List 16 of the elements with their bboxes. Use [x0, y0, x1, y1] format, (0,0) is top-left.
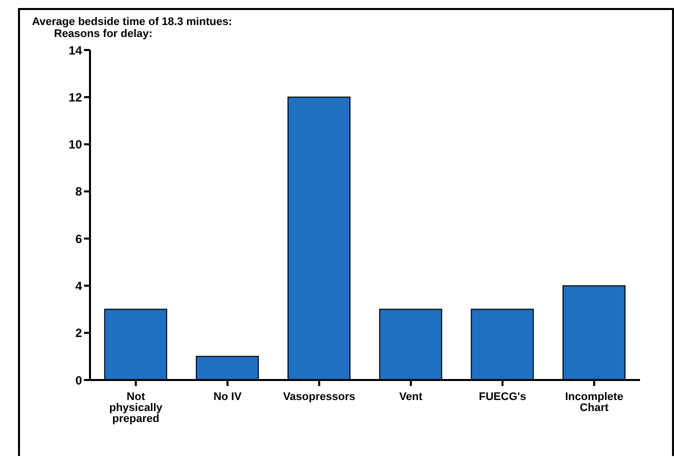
x-tick-label: Vent — [399, 390, 423, 403]
y-tick-label: 0 — [75, 373, 82, 388]
x-tick-label: No IV — [213, 390, 242, 403]
y-tick-label: 8 — [75, 184, 82, 199]
y-tick-label: 14 — [68, 43, 82, 58]
y-tick-label: 12 — [68, 90, 82, 104]
x-tick-label: Incomplete Chart — [565, 390, 624, 414]
y-tick-label: 4 — [75, 278, 82, 293]
chart-title: Average bedside time of 18.3 mintues: — [32, 16, 234, 28]
x-tick-label: Vasopressors — [283, 390, 356, 403]
y-tick-label: 2 — [75, 326, 82, 340]
x-tick-label: FUECG's — [478, 390, 526, 403]
x-tick-label: Not physically prepared — [109, 390, 164, 425]
chart-subtitle: Reasons for delay: — [54, 28, 154, 40]
y-tick-label: 10 — [68, 138, 82, 152]
y-tick-label: 6 — [75, 232, 82, 246]
